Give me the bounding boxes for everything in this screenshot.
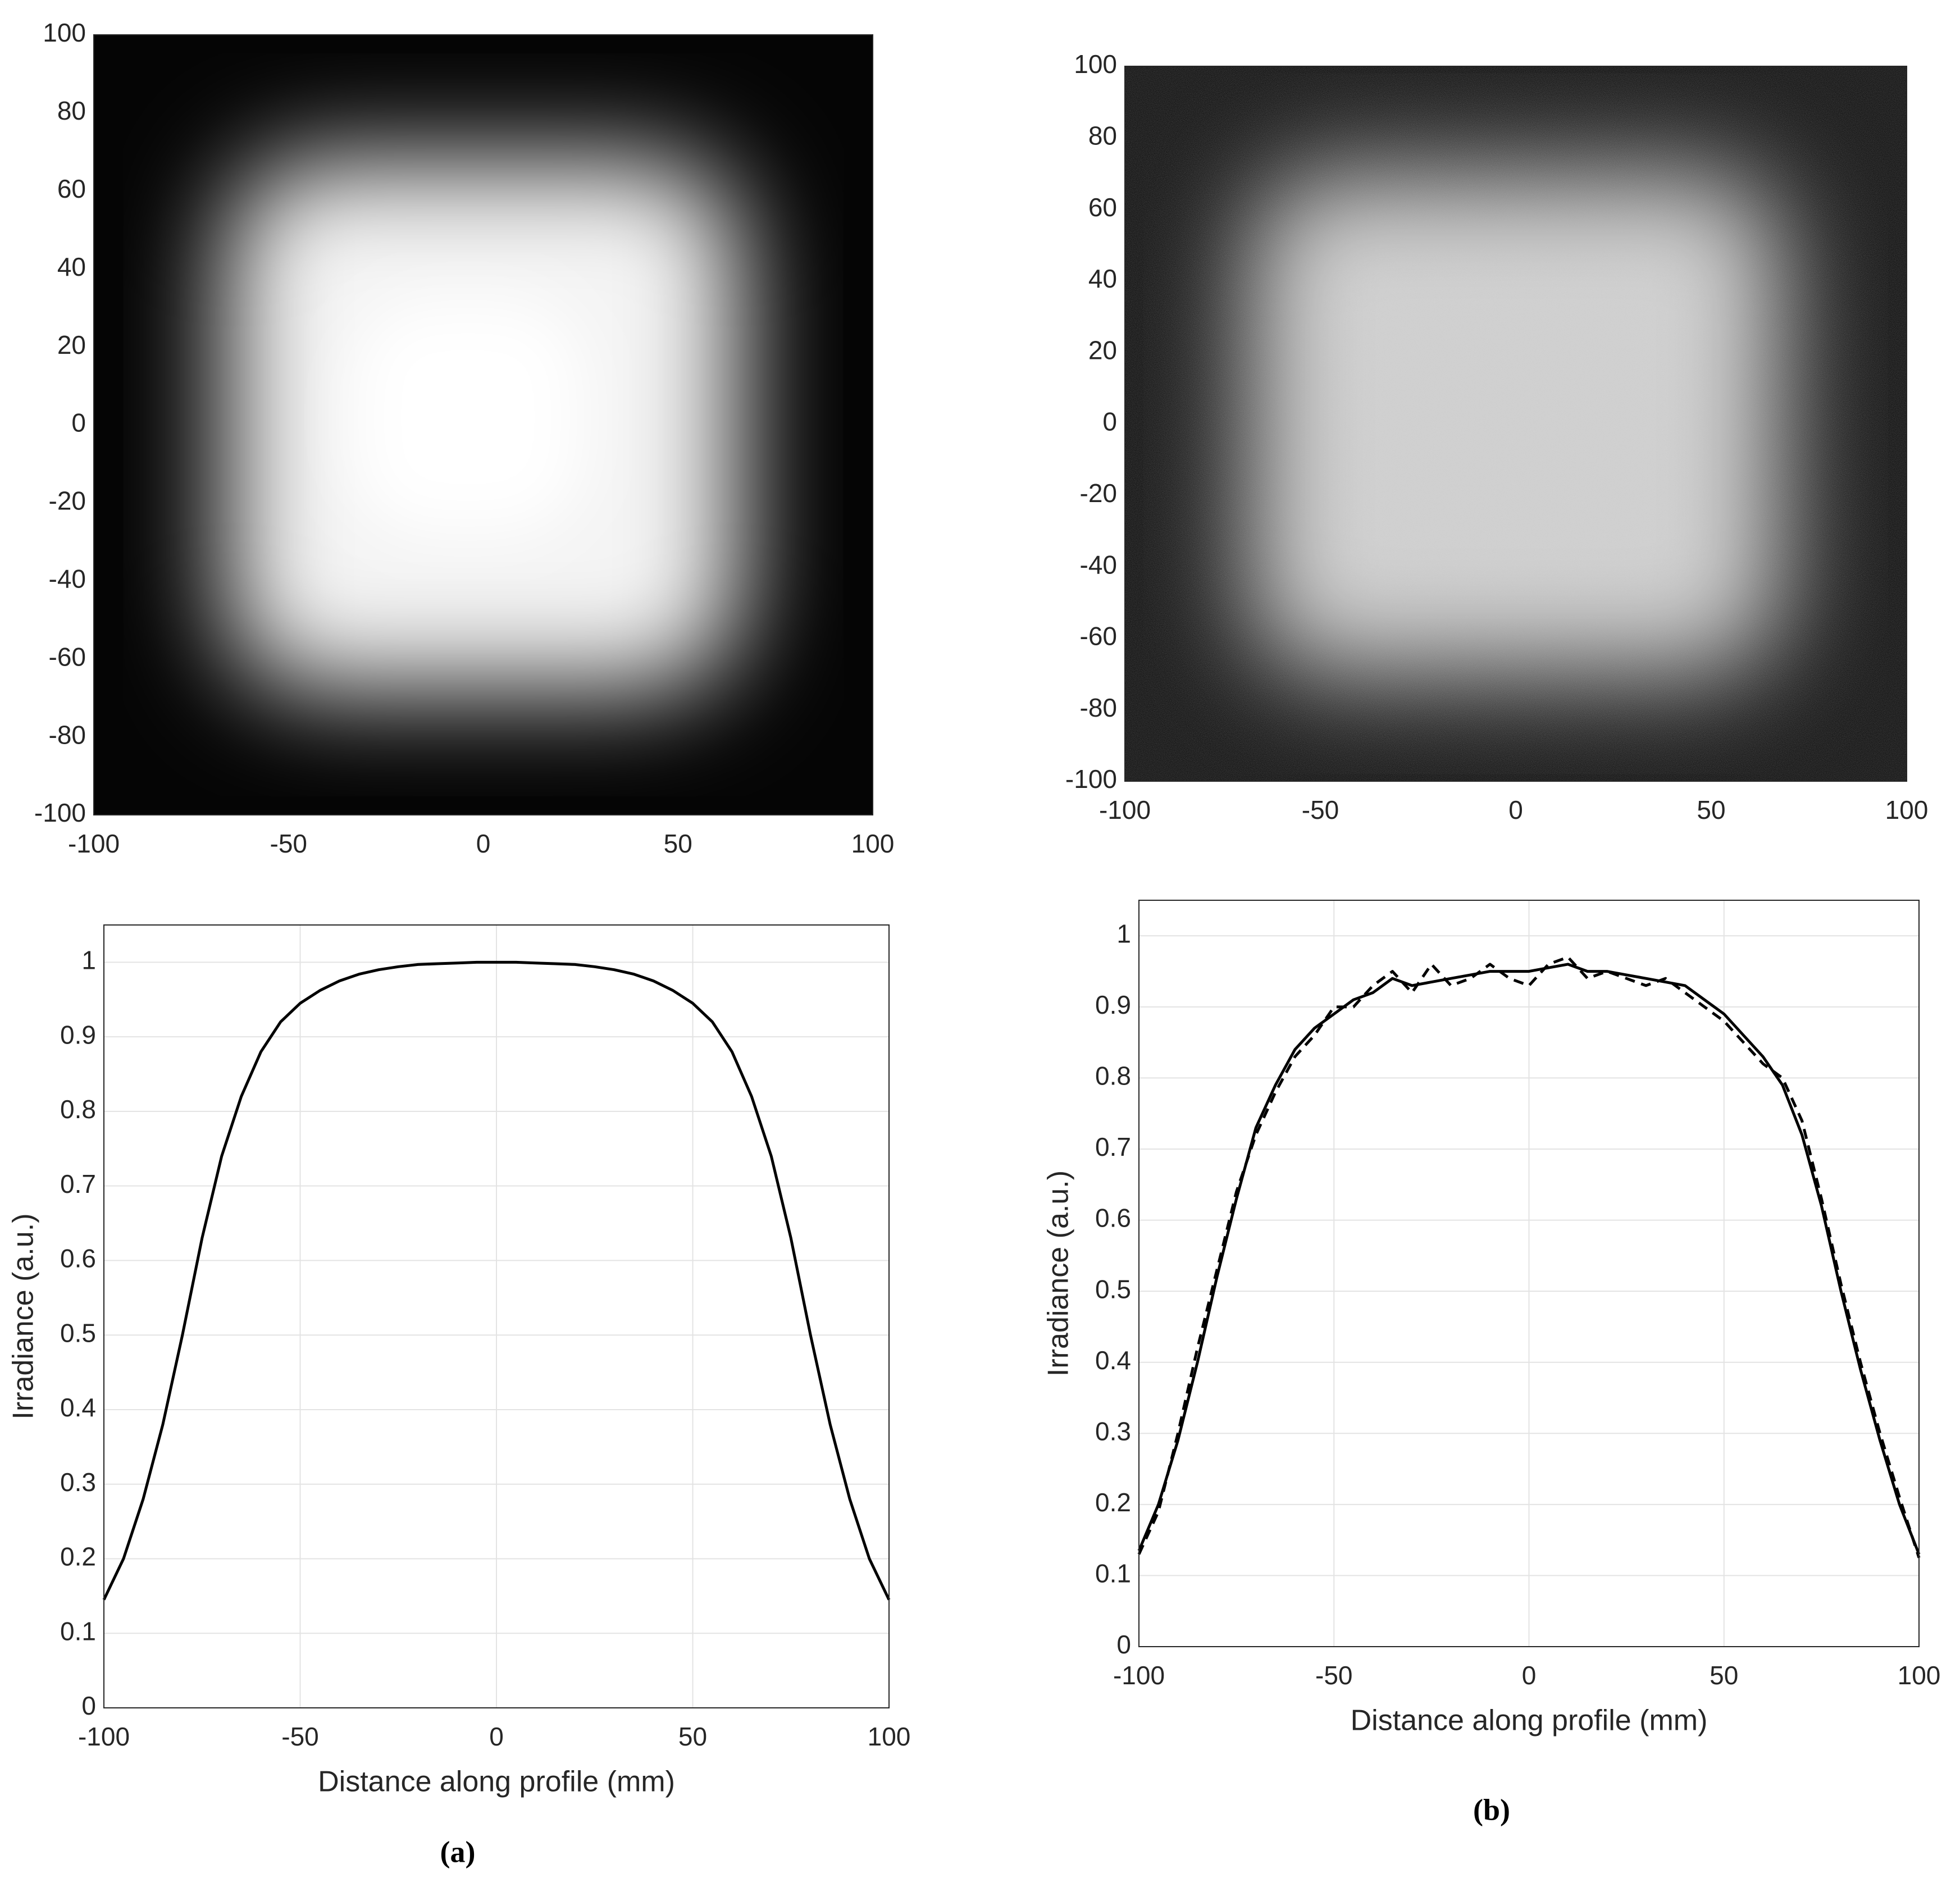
- x-tick-label: 50: [664, 829, 692, 858]
- y-tick-label: 0.4: [60, 1393, 96, 1422]
- x-tick-label: 100: [851, 829, 895, 858]
- caption: (b): [1473, 1793, 1510, 1826]
- y-tick-label: 0.5: [1095, 1274, 1131, 1304]
- irradiance-map: [93, 34, 873, 815]
- axes-frame: [1138, 900, 1920, 1647]
- x-tick-label: -100: [1113, 1661, 1165, 1690]
- y-tick-label: 0: [71, 408, 86, 437]
- x-tick-label: 0: [476, 829, 491, 858]
- y-tick-label: 0.6: [1095, 1204, 1131, 1233]
- map-core: [350, 300, 585, 534]
- y-tick-label: 0.7: [60, 1169, 96, 1198]
- y-tick-label: 0.2: [60, 1542, 96, 1571]
- y-tick-label: 0.9: [60, 1020, 96, 1049]
- profile-line: [1137, 963, 1921, 1555]
- y-tick-label: 0: [1102, 407, 1117, 436]
- axes-frame: [103, 924, 890, 1708]
- x-axis-title: Distance along profile (mm): [318, 1766, 675, 1798]
- x-tick-label: -50: [1302, 795, 1339, 824]
- y-tick-label: 20: [1088, 335, 1117, 364]
- x-tick-label: -50: [270, 829, 307, 858]
- y-tick-label: 0.8: [1095, 1061, 1131, 1091]
- y-tick-label: 0.1: [1095, 1559, 1131, 1588]
- y-tick-label: 60: [57, 174, 86, 203]
- profile-line: [102, 960, 891, 1601]
- y-tick-label: 100: [1074, 49, 1117, 79]
- y-tick-label: -60: [49, 642, 86, 671]
- y-tick-label: 1: [1116, 919, 1131, 948]
- x-tick-label: -100: [1099, 795, 1151, 824]
- y-tick-label: 0.9: [1095, 990, 1131, 1019]
- y-tick-label: 0.5: [60, 1318, 96, 1347]
- y-tick-label: -20: [1080, 478, 1117, 508]
- y-tick-label: 100: [43, 18, 86, 47]
- y-tick-label: -80: [1080, 693, 1117, 722]
- map-frame: [93, 34, 873, 815]
- y-tick-label: 0: [1116, 1630, 1131, 1659]
- map-frame: [1124, 66, 1907, 782]
- y-tick-label: 0.7: [1095, 1132, 1131, 1161]
- x-tick-label: 0: [489, 1722, 504, 1751]
- y-tick-label: -60: [1080, 622, 1117, 651]
- y-tick-label: -40: [1080, 550, 1117, 579]
- x-tick-label: 100: [868, 1722, 911, 1751]
- x-tick-label: 50: [678, 1722, 707, 1751]
- map-grain: [1125, 66, 1907, 781]
- x-tick-label: 0: [1522, 1661, 1537, 1690]
- y-tick-label: 1: [81, 946, 96, 975]
- y-axis-title: Irradiance (a.u.): [7, 1213, 40, 1419]
- y-tick-label: 0.3: [1095, 1416, 1131, 1446]
- x-tick-label: -50: [281, 1722, 318, 1751]
- x-tick-label: 100: [1885, 795, 1929, 824]
- y-tick-label: 80: [57, 96, 86, 125]
- y-tick-label: 40: [57, 252, 86, 281]
- y-tick-label: 0.2: [1095, 1488, 1131, 1517]
- x-tick-label: 100: [1898, 1661, 1941, 1690]
- y-tick-label: 0.1: [60, 1616, 96, 1646]
- x-tick-label: -100: [68, 829, 120, 858]
- y-tick-label: 0.6: [60, 1244, 96, 1273]
- x-tick-label: -100: [78, 1722, 130, 1751]
- y-tick-label: -100: [1065, 764, 1117, 794]
- y-tick-label: 20: [57, 330, 86, 359]
- y-tick-label: 0.8: [60, 1095, 96, 1124]
- y-tick-label: 60: [1088, 193, 1117, 222]
- x-tick-label: 0: [1508, 795, 1523, 824]
- y-tick-label: 80: [1088, 121, 1117, 150]
- y-tick-label: -80: [49, 720, 86, 749]
- y-tick-label: -100: [34, 798, 86, 827]
- y-tick-label: 0.3: [60, 1467, 96, 1497]
- map-layer: [1125, 66, 1907, 781]
- irradiance-map: [1124, 66, 1907, 782]
- y-tick-label: -40: [49, 564, 86, 593]
- y-axis-title: Irradiance (a.u.): [1042, 1170, 1075, 1377]
- x-axis-title: Distance along profile (mm): [1351, 1704, 1708, 1737]
- y-tick-label: 40: [1088, 264, 1117, 293]
- caption: (a): [440, 1835, 476, 1868]
- map-layer: [94, 35, 873, 815]
- x-tick-label: 50: [1710, 1661, 1738, 1690]
- x-tick-label: 50: [1697, 795, 1725, 824]
- y-tick-label: 0.4: [1095, 1346, 1131, 1375]
- y-tick-label: -20: [49, 486, 86, 516]
- x-tick-label: -50: [1315, 1661, 1352, 1690]
- y-tick-label: 0: [81, 1691, 96, 1720]
